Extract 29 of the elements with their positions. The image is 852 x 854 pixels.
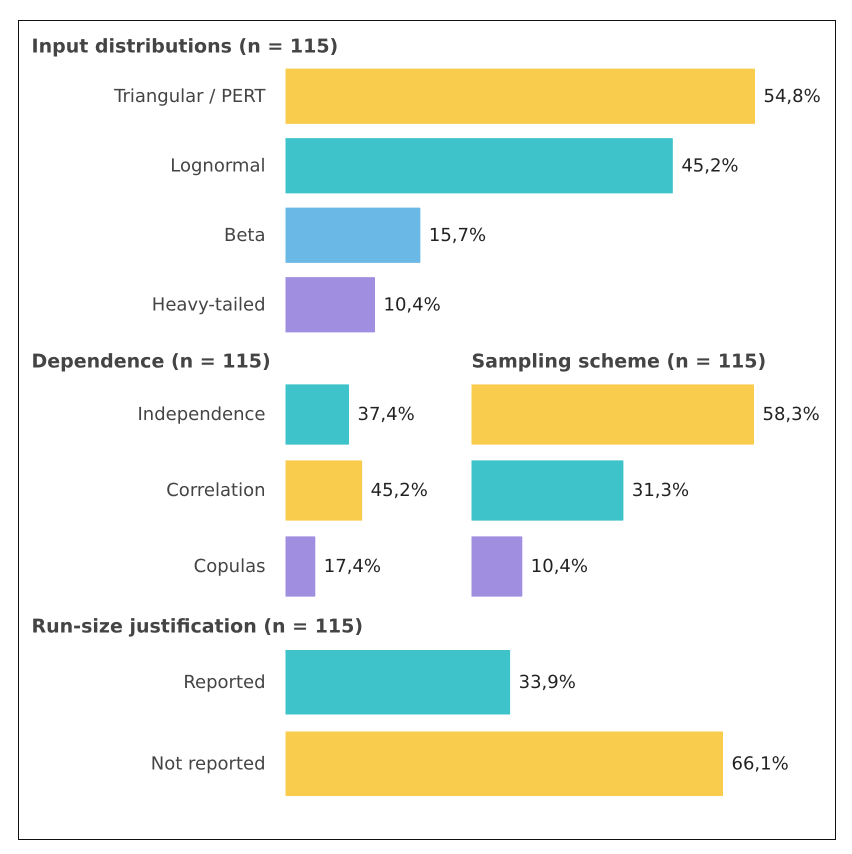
data-label: 45,2% xyxy=(370,480,428,501)
y-tick-label: Heavy-tailed xyxy=(152,294,266,316)
data-label: 31,3% xyxy=(632,480,690,501)
chart-title: Sampling scheme (n = 115) xyxy=(472,350,766,372)
data-label: 17,4% xyxy=(324,556,381,577)
data-label: 10,4% xyxy=(530,556,588,577)
data-label: 33,9% xyxy=(518,672,576,693)
bar xyxy=(286,138,673,194)
y-tick-label: Independence xyxy=(137,404,266,425)
y-tick-label: Triangular / PERT xyxy=(113,86,267,107)
bar xyxy=(286,277,376,332)
y-tick-label: Correlation xyxy=(166,480,266,501)
data-label: 45,2% xyxy=(681,155,739,176)
y-tick-label: Copulas xyxy=(194,556,266,577)
y-tick-label: Not reported xyxy=(150,753,266,774)
bar xyxy=(286,208,420,263)
bar xyxy=(286,68,755,124)
y-tick-label: Beta xyxy=(224,224,266,246)
data-label: 37,4% xyxy=(358,404,415,425)
data-label: 15,7% xyxy=(428,224,486,246)
chart-title: Run-size justification (n = 115) xyxy=(32,616,364,638)
chart-title: Input distributions (n = 115) xyxy=(32,36,338,58)
y-tick-label: Lognormal xyxy=(170,155,266,176)
data-label: 58,3% xyxy=(762,404,820,425)
data-label: 54,8% xyxy=(764,86,821,107)
data-label: 66,1% xyxy=(732,753,789,774)
data-label: 10,4% xyxy=(384,294,441,316)
y-tick-label: Reported xyxy=(183,672,266,693)
chart-title: Dependence (n = 115) xyxy=(32,350,271,372)
